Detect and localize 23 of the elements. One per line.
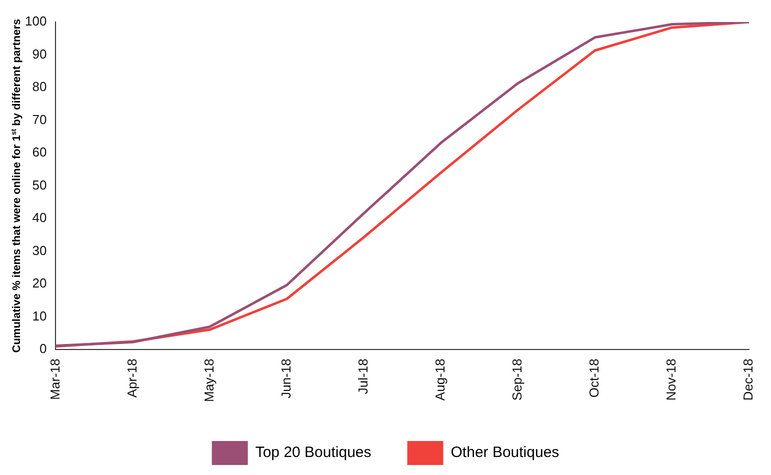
x-tick-label: Jun-18 (278, 358, 294, 398)
x-tick-label: Apr-18 (124, 358, 140, 398)
y-tick-label: 90 (32, 46, 47, 62)
x-tick-label: Mar-18 (47, 358, 62, 400)
y-tick-label: 50 (32, 177, 47, 192)
x-tick-label: May-18 (201, 358, 216, 402)
x-tick-label: Jul-18 (355, 358, 370, 394)
y-tick-label: 80 (32, 79, 47, 94)
y-tick-label: 10 (32, 308, 47, 324)
x-tick-label: Aug-18 (432, 358, 448, 401)
y-tick-label: 100 (24, 14, 47, 29)
legend-label: Other Boutiques (450, 444, 560, 462)
x-tick-label: Sep-18 (509, 358, 524, 401)
x-tick-label: Oct-18 (586, 358, 602, 398)
y-tick-label: 70 (32, 112, 47, 127)
x-tick-label: Nov-18 (664, 358, 679, 401)
y-tick-label: 60 (32, 144, 47, 160)
legend-label: Top 20 Boutiques (255, 444, 372, 462)
y-tick-label: 20 (32, 276, 47, 291)
y-tick-label: 0 (39, 341, 47, 356)
y-tick-label: 40 (32, 210, 47, 226)
x-tick-label: Dec-18 (740, 358, 756, 401)
y-tick-label: 30 (32, 242, 47, 258)
